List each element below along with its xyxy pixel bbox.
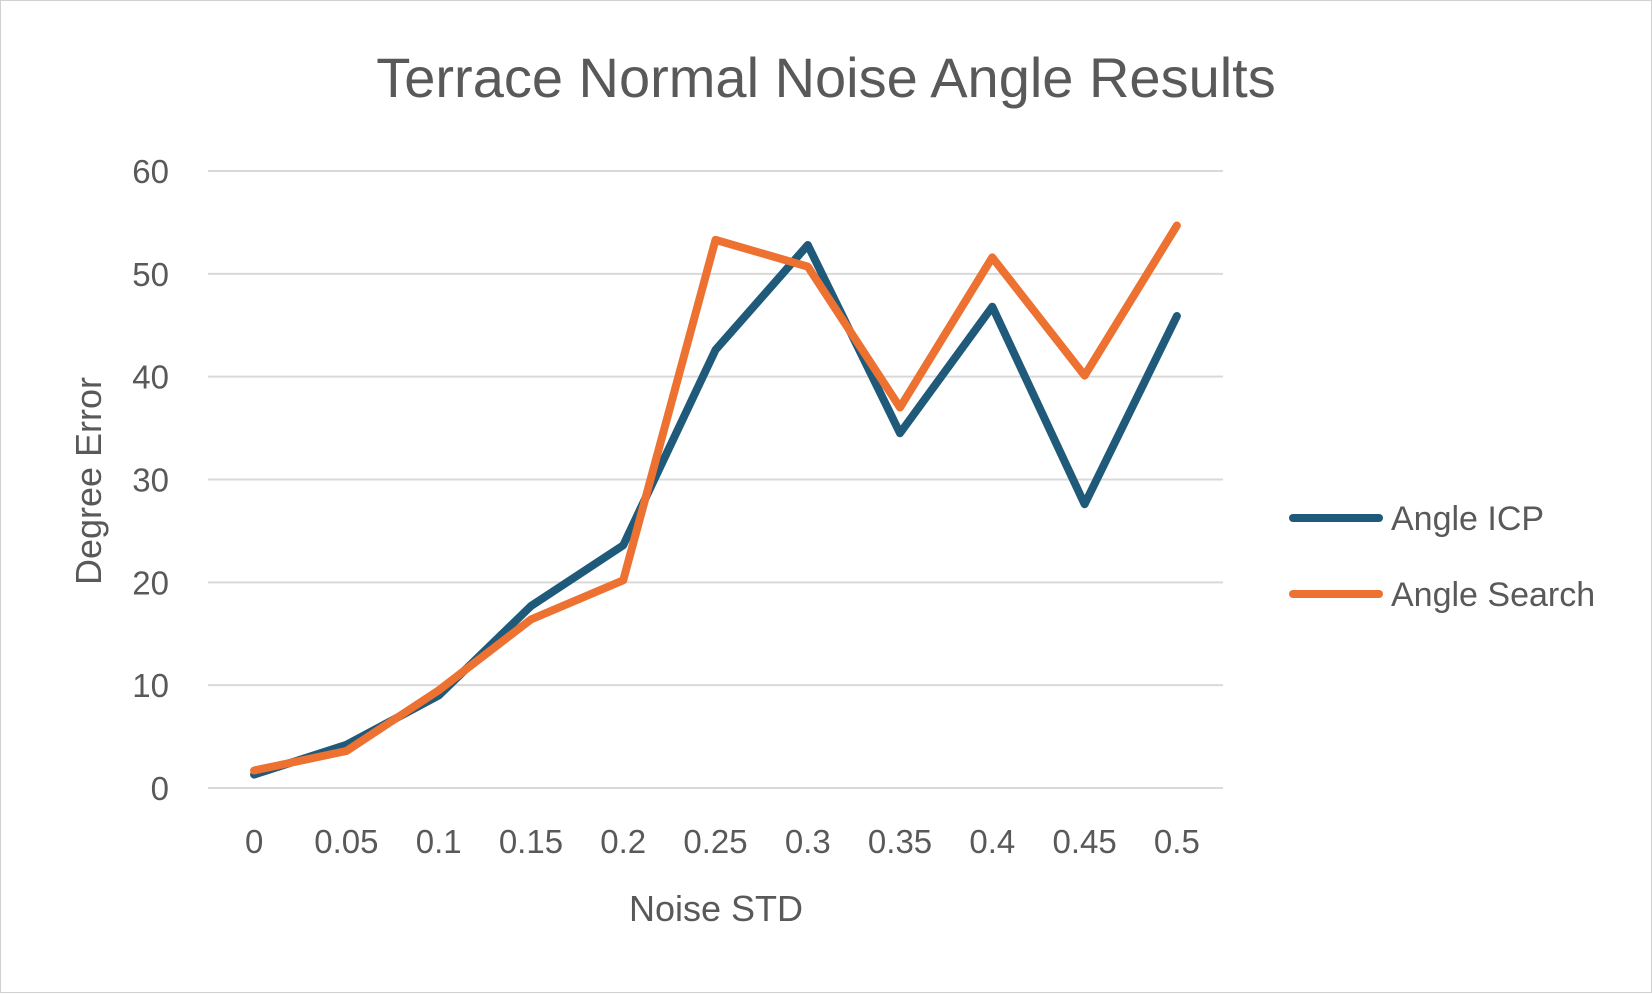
x-axis-ticks: 0 0.05 0.1 0.15 0.2 0.25 0.3 0.35 0.4 0.45 0.5: [245, 823, 1200, 860]
y-tick-label: 10: [132, 667, 169, 704]
x-tick-label: 0.45: [1052, 823, 1116, 860]
legend-label: Angle ICP: [1391, 500, 1544, 538]
series-line-angle-search: [250, 221, 1181, 775]
legend-label: Angle Search: [1391, 576, 1595, 614]
y-tick-label: 0: [151, 770, 169, 807]
x-tick-label: 0.1: [416, 823, 462, 860]
y-tick-label: 40: [132, 359, 169, 396]
y-axis-ticks: 0 10 20 30 40 50 60: [132, 153, 169, 807]
y-axis-title: Degree Error: [68, 377, 109, 585]
series-line-angle-icp: [250, 241, 1181, 779]
y-tick-label: 20: [132, 564, 169, 601]
x-tick-label: 0: [245, 823, 263, 860]
x-axis-title: Noise STD: [629, 888, 803, 929]
chart-title: Terrace Normal Noise Angle Results: [376, 46, 1275, 109]
x-tick-label: 0.05: [314, 823, 378, 860]
x-tick-label: 0.25: [683, 823, 747, 860]
x-tick-label: 0.15: [499, 823, 563, 860]
x-tick-label: 0.35: [868, 823, 932, 860]
gridlines: [208, 170, 1223, 789]
y-tick-label: 60: [132, 153, 169, 190]
x-tick-label: 0.3: [785, 823, 831, 860]
x-tick-label: 0.5: [1154, 823, 1200, 860]
series-lines: [250, 221, 1181, 779]
x-tick-label: 0.2: [600, 823, 646, 860]
y-tick-label: 30: [132, 462, 169, 499]
y-tick-label: 50: [132, 256, 169, 293]
legend: Angle ICP Angle Search: [1289, 500, 1595, 614]
x-tick-label: 0.4: [969, 823, 1015, 860]
